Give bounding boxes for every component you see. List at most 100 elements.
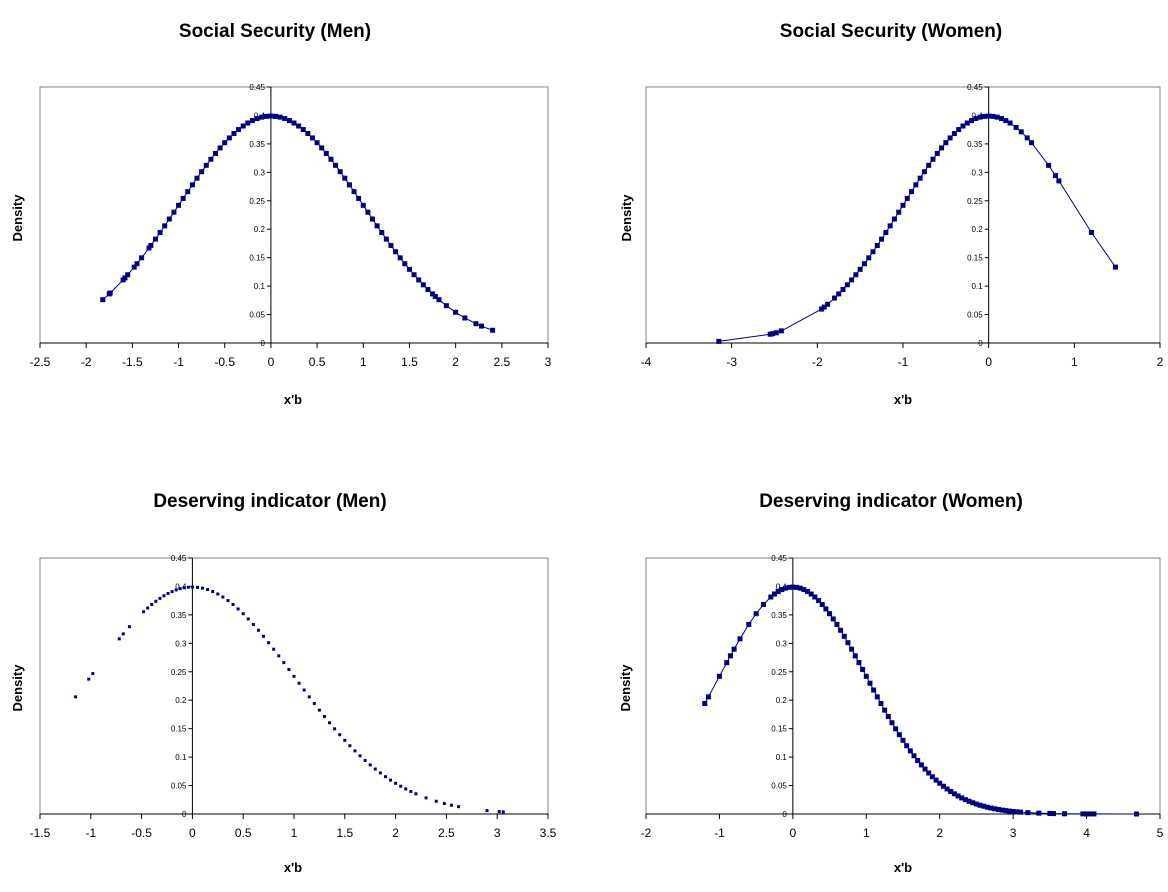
x-tick-label: 5 <box>1157 826 1164 840</box>
data-point <box>121 632 125 636</box>
data-point <box>122 275 128 281</box>
data-point <box>951 791 957 797</box>
data-point <box>1018 129 1024 135</box>
x-tick-label: 3 <box>1010 826 1017 840</box>
series-line <box>718 115 1116 342</box>
data-point <box>775 589 781 595</box>
data-point <box>152 236 158 242</box>
x-tick-label: -1 <box>173 355 184 369</box>
data-point <box>166 591 170 595</box>
data-point <box>222 140 228 146</box>
data-point <box>245 120 251 126</box>
data-point <box>845 640 851 646</box>
data-point <box>203 162 209 168</box>
y-tick-label: 0.3 <box>175 639 187 648</box>
data-point <box>199 169 205 175</box>
data-point <box>194 175 200 181</box>
data-point <box>182 586 186 590</box>
y-axis-label: Density <box>619 194 634 242</box>
data-point <box>853 272 859 278</box>
data-point <box>1036 810 1042 816</box>
data-point <box>291 120 297 126</box>
data-point <box>1025 810 1031 816</box>
x-tick-label: -1.5 <box>30 826 51 840</box>
y-tick-label: 0.15 <box>967 254 983 263</box>
data-point <box>302 688 306 692</box>
data-point <box>490 327 496 333</box>
data-point <box>992 806 998 812</box>
data-point <box>348 744 352 748</box>
chart-title: Deserving indicator (Men) <box>153 491 386 512</box>
data-point <box>940 783 946 789</box>
data-point <box>166 216 172 222</box>
data-point <box>767 331 773 337</box>
data-point <box>241 612 245 616</box>
data-point <box>378 771 382 775</box>
data-point <box>501 810 505 814</box>
data-point <box>1024 135 1030 141</box>
x-tick-label: 3.5 <box>540 826 557 840</box>
data-point <box>154 599 158 603</box>
data-point <box>393 249 399 255</box>
data-point <box>959 795 965 801</box>
data-point <box>849 646 855 652</box>
data-point <box>731 646 737 652</box>
data-point <box>830 616 836 622</box>
y-tick-label: 0.15 <box>249 254 265 263</box>
y-tick-label: 0.3 <box>254 168 266 177</box>
chart-deserving-indicator-women: Deserving indicator (Women) Density x'b … <box>618 491 1164 875</box>
data-point <box>425 287 431 293</box>
data-point <box>142 610 146 614</box>
data-point <box>360 202 366 208</box>
data-point <box>889 720 895 726</box>
data-point <box>449 803 453 807</box>
data-point <box>249 118 255 124</box>
y-tick-label: 0.3 <box>972 168 984 177</box>
data-point <box>231 130 237 136</box>
data-point <box>960 123 966 129</box>
x-tick-label: 1 <box>863 826 870 840</box>
data-point <box>216 592 220 596</box>
data-point <box>131 264 137 270</box>
data-point <box>148 242 154 248</box>
x-axis-label: x'b <box>894 392 912 407</box>
data-point <box>314 140 320 146</box>
x-axis-label: x'b <box>284 860 302 875</box>
data-point <box>990 113 996 119</box>
data-point <box>337 169 343 175</box>
data-point <box>911 753 917 759</box>
data-point <box>887 223 893 229</box>
data-point <box>934 150 940 156</box>
y-tick-label: 0.35 <box>171 611 187 620</box>
y-tick-label: 0.1 <box>175 753 187 762</box>
data-point <box>893 726 899 732</box>
data-point <box>1087 811 1093 817</box>
chart-title: Social Security (Men) <box>179 21 371 42</box>
data-point <box>786 584 792 590</box>
data-point <box>1010 808 1016 814</box>
data-point <box>231 602 235 606</box>
data-point <box>772 591 777 597</box>
data-point <box>256 628 260 632</box>
data-point <box>871 687 877 693</box>
data-point <box>356 195 362 201</box>
data-point <box>917 175 923 181</box>
data-point <box>866 255 872 261</box>
data-point <box>838 627 844 633</box>
data-point <box>805 589 811 595</box>
data-point <box>973 116 979 122</box>
data-point <box>702 701 708 707</box>
data-point <box>870 249 876 255</box>
data-point <box>1091 811 1097 817</box>
y-tick-label: 0.15 <box>171 725 187 734</box>
data-point <box>955 793 961 799</box>
data-point <box>773 330 779 336</box>
data-point <box>497 810 501 814</box>
y-tick-label: 0 <box>260 339 265 348</box>
data-point <box>984 804 990 810</box>
data-point <box>929 774 935 780</box>
data-point <box>823 606 829 612</box>
x-tick-label: 0 <box>790 826 797 840</box>
data-point <box>185 189 191 195</box>
data-point <box>282 116 288 122</box>
